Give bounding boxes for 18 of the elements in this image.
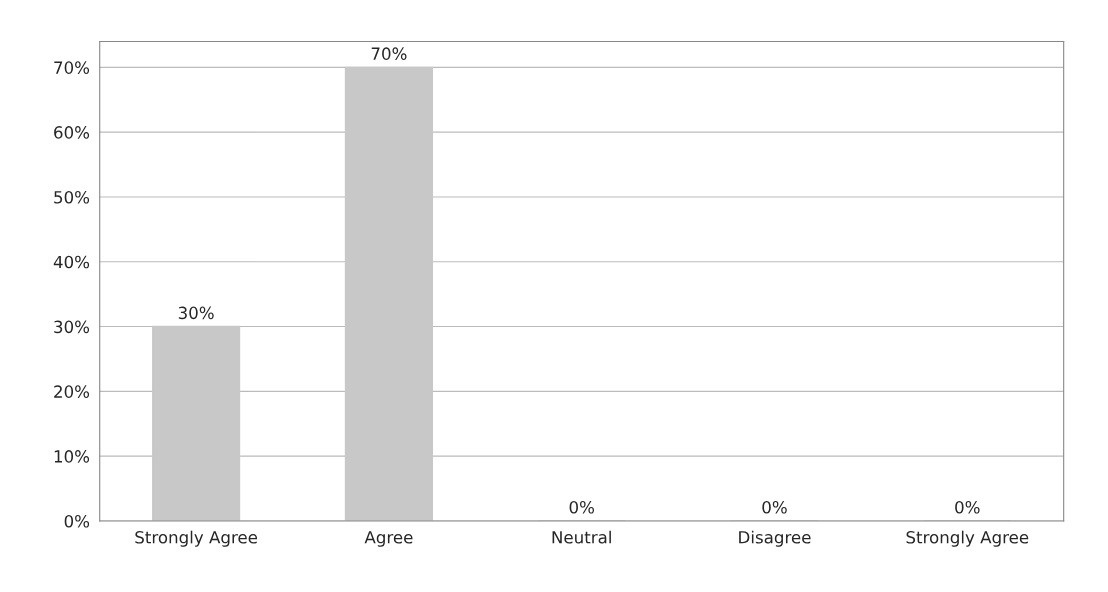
y-tick-label: 30% <box>54 320 90 334</box>
data-label: 70% <box>371 47 407 60</box>
y-tick-label: 10% <box>54 450 90 463</box>
data-label: 0% <box>955 500 980 514</box>
x-tick-label: Strongly Agree <box>135 530 258 547</box>
y-tick-label: 40% <box>53 255 90 269</box>
x-tick-label: Disagree <box>739 530 811 547</box>
x-tick-label: Strongly Agree <box>906 530 1029 547</box>
y-tick-label: 50% <box>54 190 90 204</box>
y-tick-label: 70% <box>54 61 90 74</box>
y-tick-label: 0% <box>64 514 90 528</box>
data-label: 30% <box>178 306 214 320</box>
y-tick-label: 60% <box>54 126 90 139</box>
data-label: 0% <box>762 500 787 514</box>
x-tick-label: Agree <box>364 531 413 547</box>
x-tick-label: Neutral <box>552 530 611 544</box>
y-tick-label: 20% <box>54 385 90 398</box>
data-label: 0% <box>569 500 594 514</box>
